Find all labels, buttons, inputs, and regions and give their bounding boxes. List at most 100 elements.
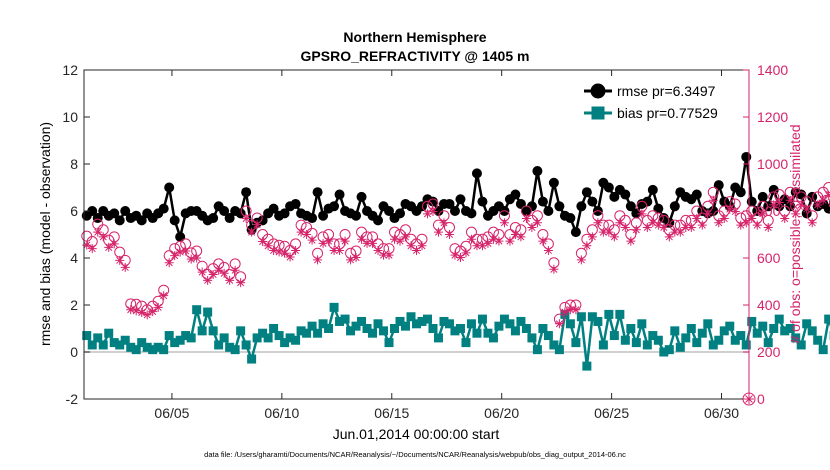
bias-point	[291, 335, 301, 345]
assimilated-point	[175, 247, 185, 257]
rmse-point	[92, 213, 103, 224]
bias-point	[225, 342, 235, 352]
assimilated-point	[477, 241, 487, 251]
assimilated-point	[93, 227, 103, 237]
assimilated-point	[543, 245, 553, 255]
x-tick-label: 06/20	[484, 405, 519, 421]
assimilated-point	[230, 265, 240, 275]
bias-point	[587, 312, 597, 322]
y-tick-label-left: -2	[66, 391, 79, 407]
assimilated-point	[571, 305, 581, 315]
assimilated-point	[708, 195, 718, 205]
y-tick-label-left: 0	[70, 344, 78, 360]
x-tick-label: 06/15	[374, 405, 409, 421]
y-tick-label-left: 12	[62, 62, 78, 78]
bias-point	[170, 338, 180, 348]
assimilated-point	[313, 255, 323, 265]
bias-point	[670, 326, 680, 336]
bias-point	[236, 326, 246, 336]
rmse-point	[158, 203, 169, 214]
bias-point	[324, 324, 334, 333]
bias-point	[648, 331, 658, 341]
rmse-point	[625, 201, 636, 212]
bias-point	[774, 314, 784, 324]
bias-point	[582, 361, 592, 371]
assimilated-point	[126, 305, 136, 315]
bias-point	[521, 324, 531, 333]
rmse-point	[537, 196, 548, 207]
bias-point	[203, 307, 213, 317]
bias-point	[472, 328, 482, 338]
y-tick-label-right: 0	[757, 391, 765, 407]
rmse-point	[554, 201, 565, 212]
bias-point	[329, 302, 339, 312]
assimilated-point	[384, 250, 394, 260]
y-tick-label-left: 2	[70, 297, 78, 313]
legend-rmse-label: rmse pr=6.3497	[617, 83, 716, 99]
rmse-point	[87, 206, 98, 216]
assimilated-point	[98, 232, 108, 242]
assimilated-point	[263, 241, 273, 251]
assimilated-point	[791, 209, 801, 219]
rmse-point	[120, 206, 131, 216]
bias-point	[813, 335, 823, 345]
bias-point	[175, 335, 185, 345]
assimilated-point	[598, 227, 608, 237]
rmse-point	[669, 201, 680, 212]
series-assimilated	[82, 190, 830, 329]
bias-point	[401, 321, 411, 331]
assimilated-point	[208, 269, 218, 279]
assimilated-point	[664, 232, 674, 242]
bias-point	[197, 326, 207, 336]
bias-point	[741, 340, 751, 350]
rmse-point	[219, 206, 230, 216]
assimilated-point	[203, 275, 213, 285]
y-tick-label-left: 6	[70, 203, 78, 219]
bias-point	[164, 331, 174, 341]
bias-point	[109, 338, 119, 348]
rmse-point	[334, 189, 345, 200]
legend: rmse pr=6.3497 bias pr=0.77529	[580, 78, 740, 126]
bias-point	[302, 328, 312, 338]
bias-point	[571, 338, 581, 348]
assimilated-point	[340, 236, 350, 246]
assimilated-point	[236, 278, 246, 288]
bias-point	[181, 331, 191, 341]
rmse-point	[290, 198, 301, 209]
bias-point	[285, 333, 295, 343]
assimilated-point	[433, 227, 443, 237]
bias-point	[252, 333, 262, 343]
assimilated-point	[763, 222, 773, 232]
bias-point	[626, 324, 636, 333]
assimilated-point	[516, 232, 526, 242]
assimilated-point	[472, 241, 482, 251]
bias-point	[318, 319, 328, 329]
assimilated-point	[587, 232, 597, 242]
rmse-point	[713, 180, 724, 191]
bias-point	[379, 326, 389, 336]
assimilated-point	[274, 247, 284, 257]
bias-point	[642, 340, 652, 350]
assimilated-point	[532, 218, 542, 228]
bias-point	[307, 321, 317, 331]
assimilated-point	[109, 239, 119, 249]
bias-point	[697, 328, 707, 338]
rmse-point	[823, 203, 830, 214]
y-tick-label-right: 1400	[757, 62, 788, 78]
bias-point	[538, 324, 548, 333]
assimilated-point	[164, 258, 174, 268]
bias-point	[516, 316, 526, 326]
assimilated-point	[307, 235, 317, 245]
bias-point	[335, 316, 345, 326]
assimilated-point	[802, 204, 812, 214]
assimilated-point	[170, 251, 180, 261]
bias-point	[186, 333, 196, 343]
assimilated-point	[181, 246, 191, 256]
assimilated-point	[697, 220, 707, 230]
rmse-point	[609, 191, 620, 202]
bias-point	[208, 326, 218, 336]
assimilated-point	[681, 222, 691, 232]
bias-point	[357, 316, 367, 326]
bias-point	[412, 319, 421, 329]
assimilated-point	[428, 206, 438, 216]
